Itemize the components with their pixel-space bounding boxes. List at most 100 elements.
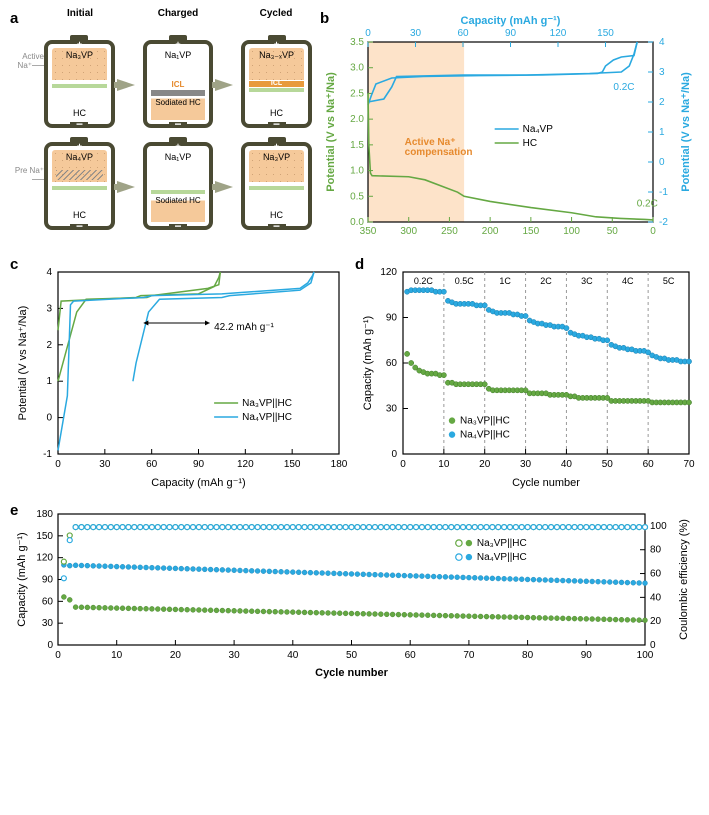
svg-text:2.0: 2.0	[350, 114, 364, 125]
figure: a Initial Charged Cycled Active Na⁺ + Na…	[12, 12, 697, 679]
svg-text:60: 60	[650, 569, 662, 580]
arrow-icon	[117, 177, 141, 195]
svg-text:0: 0	[46, 413, 52, 424]
svg-text:0: 0	[659, 157, 665, 168]
svg-text:Na₄VP||HC: Na₄VP||HC	[242, 412, 292, 423]
col-cycled: Cycled	[240, 8, 312, 19]
chart-c: 0306090120150180Capacity (mAh g⁻¹)-10123…	[12, 258, 347, 490]
battery-r1c2: + Na₁VP ICL Sodiated HC −	[143, 40, 214, 128]
svg-text:1C: 1C	[499, 276, 511, 286]
svg-text:2: 2	[46, 340, 52, 351]
svg-text:90: 90	[42, 575, 54, 586]
svg-text:0: 0	[650, 226, 656, 237]
chart-b: 3503002502001501005000306090120150Capaci…	[322, 12, 697, 244]
svg-text:2C: 2C	[540, 276, 552, 286]
svg-text:0: 0	[365, 28, 371, 39]
svg-text:1: 1	[659, 127, 665, 138]
panel-a-label: a	[10, 10, 18, 27]
chart-e: 0102030405060708090100Cycle number030609…	[12, 504, 697, 679]
panel-d: d 0.2C0.5C1C2C3C4C5C010203040506070Cycle…	[357, 258, 697, 490]
svg-text:-2: -2	[659, 217, 668, 228]
svg-text:150: 150	[523, 226, 540, 237]
svg-text:90: 90	[193, 459, 205, 470]
svg-text:Na₄VP||HC: Na₄VP||HC	[460, 430, 510, 441]
svg-text:4: 4	[46, 267, 52, 278]
panel-e: e 0102030405060708090100Cycle number0306…	[12, 504, 697, 679]
svg-text:0.0: 0.0	[350, 217, 364, 228]
svg-text:1.0: 1.0	[350, 166, 364, 177]
svg-text:4C: 4C	[622, 276, 634, 286]
svg-text:Na₃VP||HC: Na₃VP||HC	[242, 398, 292, 409]
svg-text:Capacity (mAh g⁻¹): Capacity (mAh g⁻¹)	[16, 532, 28, 626]
svg-text:0.5C: 0.5C	[455, 276, 475, 286]
svg-text:100: 100	[637, 650, 654, 661]
panel-c: c 0306090120150180Capacity (mAh g⁻¹)-101…	[12, 258, 347, 490]
battery-r2c1: + Na₄VP HC −	[44, 142, 115, 230]
svg-text:3: 3	[659, 67, 665, 78]
svg-text:0: 0	[400, 459, 406, 470]
svg-text:150: 150	[284, 459, 301, 470]
svg-text:Na₄VP: Na₄VP	[523, 124, 554, 135]
svg-text:Cycle number: Cycle number	[512, 477, 580, 489]
col-initial: Initial	[44, 8, 116, 19]
svg-text:60: 60	[643, 459, 655, 470]
battery-r1c1: + Na₃VP HC −	[44, 40, 115, 128]
svg-text:180: 180	[331, 459, 347, 470]
svg-text:Na₄VP||HC: Na₄VP||HC	[477, 552, 527, 563]
svg-text:0: 0	[47, 640, 53, 651]
svg-text:42.2 mAh g⁻¹: 42.2 mAh g⁻¹	[214, 322, 274, 333]
svg-text:120: 120	[36, 553, 53, 564]
svg-text:20: 20	[479, 459, 491, 470]
battery-r2c2: + Na₁VP Sodiated HC −	[143, 142, 214, 230]
svg-text:60: 60	[386, 358, 398, 369]
svg-text:2: 2	[659, 97, 665, 108]
svg-text:120: 120	[550, 28, 567, 39]
svg-text:3.5: 3.5	[350, 37, 364, 48]
svg-text:0: 0	[391, 449, 397, 460]
svg-text:Capacity (mAh g⁻¹): Capacity (mAh g⁻¹)	[151, 477, 245, 489]
side-pre-na: Pre Na⁺	[14, 166, 44, 184]
panel-b: b 3503002502001501005000306090120150Capa…	[322, 12, 697, 244]
svg-text:30: 30	[386, 404, 398, 415]
svg-text:Capacity (mAh g⁻¹): Capacity (mAh g⁻¹)	[362, 316, 374, 410]
svg-text:20: 20	[650, 616, 662, 627]
panel-b-label: b	[320, 10, 329, 27]
svg-text:30: 30	[42, 618, 54, 629]
svg-text:Na₃VP||HC: Na₃VP||HC	[460, 416, 510, 427]
svg-text:30: 30	[99, 459, 111, 470]
svg-text:60: 60	[146, 459, 158, 470]
panel-e-label: e	[10, 502, 18, 519]
svg-text:10: 10	[111, 650, 123, 661]
svg-text:300: 300	[400, 226, 417, 237]
svg-text:Coulombic efficiency (%): Coulombic efficiency (%)	[678, 519, 690, 640]
svg-text:100: 100	[650, 521, 667, 532]
svg-text:60: 60	[457, 28, 469, 39]
svg-text:3: 3	[46, 303, 52, 314]
arrow-icon	[215, 75, 239, 93]
svg-text:100: 100	[563, 226, 580, 237]
svg-text:0: 0	[55, 459, 61, 470]
svg-text:30: 30	[229, 650, 241, 661]
svg-text:120: 120	[380, 267, 397, 278]
battery-r1c3: + Na₃₋ₓVP ICL HC −	[241, 40, 312, 128]
svg-text:150: 150	[36, 531, 53, 542]
svg-text:180: 180	[36, 509, 53, 520]
arrow-icon	[117, 75, 141, 93]
svg-text:0: 0	[650, 640, 656, 651]
svg-text:80: 80	[650, 545, 662, 556]
svg-text:90: 90	[581, 650, 593, 661]
svg-text:Potential (V vs Na⁺/Na): Potential (V vs Na⁺/Na)	[325, 72, 337, 192]
svg-text:HC: HC	[523, 138, 537, 149]
svg-text:2.5: 2.5	[350, 88, 364, 99]
svg-text:90: 90	[386, 313, 398, 324]
svg-text:0.2C: 0.2C	[414, 276, 434, 286]
svg-text:40: 40	[561, 459, 573, 470]
chart-d: 0.2C0.5C1C2C3C4C5C010203040506070Cycle n…	[357, 258, 697, 490]
svg-text:70: 70	[683, 459, 695, 470]
svg-text:5C: 5C	[663, 276, 675, 286]
svg-text:50: 50	[602, 459, 614, 470]
svg-text:0.5: 0.5	[350, 191, 364, 202]
panel-c-label: c	[10, 256, 18, 273]
svg-text:10: 10	[438, 459, 450, 470]
side-active-na: Active Na⁺	[14, 52, 44, 70]
